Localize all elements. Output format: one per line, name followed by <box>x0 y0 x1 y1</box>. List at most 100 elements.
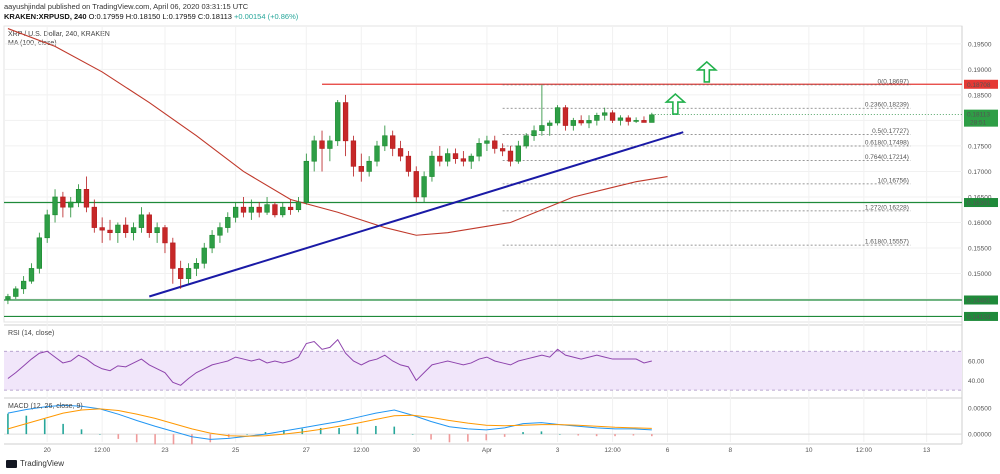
candle-body <box>342 102 349 142</box>
candle-body <box>594 115 600 121</box>
fib-level-label: 1(0.16756) <box>878 177 909 184</box>
macd-histogram-bar <box>246 434 248 435</box>
bar-countdown-label: 28:51 <box>970 120 987 127</box>
current-price-label: 0.18113 <box>967 112 990 119</box>
candle-body <box>633 120 639 122</box>
fib-level-label: 0.236(0.18239) <box>865 102 909 109</box>
candle-body <box>499 148 506 152</box>
candle-body <box>201 247 207 264</box>
price-tick-label: 0.15500 <box>968 246 992 253</box>
price-tick-label: 0.18500 <box>968 92 992 99</box>
time-tick-label: 20 <box>44 447 52 454</box>
candle-body <box>374 145 380 162</box>
candle-body <box>5 296 11 300</box>
candle-body <box>586 120 592 124</box>
candle-body <box>138 214 145 228</box>
candle-body <box>562 107 569 126</box>
price-tick-label: 0.16500 <box>968 194 992 201</box>
fib-level-label: 0.5(0.17727) <box>872 128 909 135</box>
candle-body <box>240 206 247 213</box>
fib-level-label: 1.272(0.16228) <box>865 204 909 211</box>
candle-body <box>484 140 490 144</box>
candle-body <box>154 227 160 233</box>
candle-body <box>20 280 27 290</box>
candle-body <box>28 268 35 282</box>
candle-body <box>460 158 467 162</box>
macd-histogram-bar <box>154 434 156 445</box>
candle-body <box>413 171 419 198</box>
price-tick-label: 0.19000 <box>968 67 992 74</box>
candle-body <box>272 204 278 216</box>
candle-body <box>83 189 90 208</box>
candle-body <box>75 189 82 203</box>
candle-body <box>107 229 113 233</box>
up-arrow-icon <box>695 60 718 83</box>
time-tick-label: 3 <box>556 447 560 454</box>
macd-histogram-bar <box>209 434 212 443</box>
candle-body <box>397 148 404 157</box>
candle-body <box>287 206 294 211</box>
fib-level-label: 0.764(0.17214) <box>865 154 909 161</box>
macd-tick-label: 0.00000 <box>968 432 992 439</box>
macd-histogram-bar <box>467 434 469 442</box>
macd-histogram-bar <box>25 415 28 435</box>
up-arrow-icon <box>664 93 687 115</box>
candle-body <box>130 227 137 233</box>
candle-body <box>295 201 302 211</box>
candle-body <box>123 224 129 233</box>
ma100-line <box>7 28 668 236</box>
macd-histogram-bar <box>503 434 506 437</box>
legend-title[interactable]: XRP / U.S. Dollar, 240, KRAKEN <box>8 31 110 38</box>
macd-histogram-bar <box>7 413 9 435</box>
macd-histogram-bar <box>375 425 377 435</box>
time-tick-label: 10 <box>805 447 813 454</box>
candle-body <box>429 155 435 177</box>
candle-body <box>52 196 58 216</box>
candle-body <box>641 120 647 123</box>
candle-body <box>91 206 97 228</box>
candle-body <box>335 102 341 142</box>
macd-histogram-bar <box>43 419 46 435</box>
price-change: +0.00154 (+0.86%) <box>234 12 299 21</box>
time-tick-label: 23 <box>161 447 169 454</box>
resistance-price-label: 0.18708 <box>967 82 991 89</box>
symbol-label: KRAKEN:XRPUSD, 240 <box>4 12 87 21</box>
fib-level-label: 0(0.18697) <box>878 78 909 85</box>
macd-histogram-bar <box>430 434 432 440</box>
candle-body <box>311 140 317 162</box>
price-panel-frame <box>3 25 963 323</box>
candle-body <box>170 242 176 269</box>
macd-histogram-bar <box>559 434 561 435</box>
macd-histogram-bar <box>356 426 359 435</box>
macd-histogram-bar <box>191 434 193 445</box>
macd-histogram-bar <box>448 434 451 443</box>
fib-level-label: 1.618(0.15557) <box>865 239 909 246</box>
macd-histogram-bar <box>485 434 488 441</box>
rsi-tick-label: 40.00 <box>968 378 985 385</box>
candle-body <box>209 234 215 249</box>
macd-histogram-bar <box>632 434 635 436</box>
candle-body <box>185 268 192 279</box>
rsi-label[interactable]: RSI (14, close) <box>8 330 55 337</box>
fib-level-label: 0.618(0.17498) <box>865 140 909 147</box>
time-tick-label: 27 <box>303 447 311 454</box>
time-tick-label: 30 <box>413 447 421 454</box>
macd-histogram-bar <box>301 428 304 435</box>
price-tick-label: 0.19500 <box>968 41 992 48</box>
time-tick-label: Apr <box>482 447 493 454</box>
price-tick-label: 0.16000 <box>968 220 992 227</box>
macd-histogram-bar <box>283 430 285 435</box>
candle-body <box>13 288 19 297</box>
macd-signal-line <box>7 408 652 437</box>
macd-histogram-bar <box>62 423 64 435</box>
candle-body <box>405 155 412 172</box>
candle-body <box>60 196 66 208</box>
candle-body <box>515 145 521 162</box>
macd-label[interactable]: MACD (12, 26, close, 9) <box>8 403 83 410</box>
time-tick-label: 25 <box>232 447 240 454</box>
candle-body <box>232 206 239 218</box>
candle-body <box>68 201 74 208</box>
candle-body <box>256 206 262 213</box>
macd-line <box>7 404 652 440</box>
